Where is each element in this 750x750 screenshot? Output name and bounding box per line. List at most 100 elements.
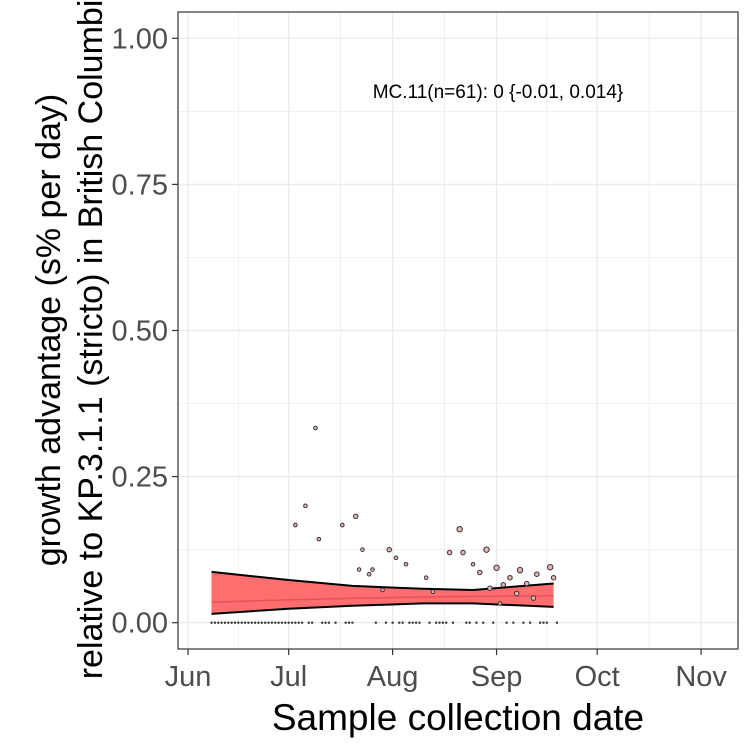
zero-point [428, 621, 431, 624]
zero-point [512, 621, 515, 624]
data-point [513, 590, 520, 597]
zero-point [344, 621, 347, 624]
ribbon-upper-edge [211, 570, 554, 592]
zero-point [260, 621, 264, 624]
zero-point [347, 621, 351, 624]
x-tick-label: Nov [675, 661, 727, 693]
zero-point [401, 621, 404, 624]
zero-point [233, 621, 237, 624]
y-tick-label: 0.25 [112, 462, 168, 494]
zero-point [240, 621, 243, 624]
y-tick-label: 0.00 [112, 608, 168, 640]
zero-point [280, 621, 284, 624]
data-point [366, 571, 372, 577]
x-axis-title: Sample collection date [272, 697, 644, 738]
zero-point [435, 621, 438, 624]
data-point [530, 595, 537, 601]
zero-point [247, 621, 250, 624]
data-point [446, 549, 453, 556]
data-point [380, 587, 385, 593]
x-tick-label: Oct [575, 661, 620, 693]
data-point [516, 566, 524, 574]
data-point [460, 549, 466, 556]
zero-point [408, 621, 411, 624]
data-point [497, 601, 503, 606]
zero-point [250, 621, 253, 624]
zero-point [267, 621, 270, 624]
zero-point [230, 621, 233, 624]
zero-point [327, 621, 331, 624]
data-point [534, 571, 540, 577]
zero-point [263, 621, 267, 624]
zero-point [277, 621, 280, 624]
y-axis: 0.00 0.25 0.50 0.75 1.00 [112, 23, 178, 640]
zero-point [297, 621, 300, 624]
zero-point [414, 621, 418, 624]
zero-point [411, 621, 414, 624]
zero-point [418, 621, 421, 624]
data-point [360, 547, 365, 552]
zero-point [237, 621, 240, 624]
zero-point [217, 621, 220, 624]
data-point [507, 574, 513, 581]
x-tick-label: Aug [367, 661, 419, 693]
zero-point [438, 621, 441, 624]
data-point [393, 555, 399, 561]
zero-point [492, 621, 495, 624]
zero-point [441, 621, 445, 624]
zero-point [300, 621, 304, 624]
zero-point [223, 621, 227, 624]
data-point [403, 561, 409, 567]
zero-point [505, 621, 508, 624]
zero-point [542, 621, 545, 624]
zero-point [374, 621, 378, 624]
zero-point [227, 621, 230, 624]
data-point [456, 525, 463, 533]
data-point [356, 567, 362, 572]
zero-point [287, 621, 290, 624]
data-points [293, 425, 557, 606]
y-tick-label: 0.50 [112, 316, 168, 348]
zero-point [451, 621, 455, 624]
y-axis-title-line-1: growth advantage (s% per day) [30, 94, 68, 566]
zero-points [210, 621, 559, 624]
data-point [500, 581, 507, 588]
zero-point [320, 621, 324, 624]
x-tick-label: Jul [270, 661, 307, 693]
x-tick-label: Sep [471, 661, 523, 693]
zero-point [220, 621, 223, 624]
zero-point [522, 621, 525, 624]
zero-point [307, 621, 310, 624]
zero-point [294, 621, 297, 624]
data-point [352, 513, 359, 520]
zero-point [445, 621, 448, 624]
fit-line [211, 595, 554, 603]
zero-point [468, 621, 471, 624]
zero-point [398, 621, 401, 624]
ribbon-lower-edge [211, 602, 554, 615]
zero-point [481, 621, 485, 624]
data-point [493, 564, 500, 571]
data-point [430, 589, 436, 595]
y-axis-title-line-2: relative to KP.3.1.1 (stricto) in Britis… [72, 0, 110, 679]
y-tick-label: 1.00 [112, 23, 168, 55]
data-point [523, 580, 530, 587]
x-tick-label: Jun [165, 661, 212, 693]
fit-annotation: MC.11(n=61): 0 {-0.01, 0.014} [373, 82, 624, 103]
data-point [483, 546, 490, 553]
zero-point [270, 621, 274, 624]
data-point [316, 536, 322, 542]
data-point [470, 561, 476, 567]
zero-point [290, 621, 294, 624]
y-axis-title: growth advantage (s% per day) relative t… [30, 0, 110, 679]
data-point [386, 546, 393, 553]
data-point [313, 425, 318, 431]
zero-point [284, 621, 287, 624]
zero-point [213, 621, 217, 624]
zero-point [528, 621, 532, 624]
zero-point [351, 621, 354, 624]
data-point [303, 503, 308, 509]
zero-point [310, 621, 314, 624]
zero-point [384, 621, 388, 624]
